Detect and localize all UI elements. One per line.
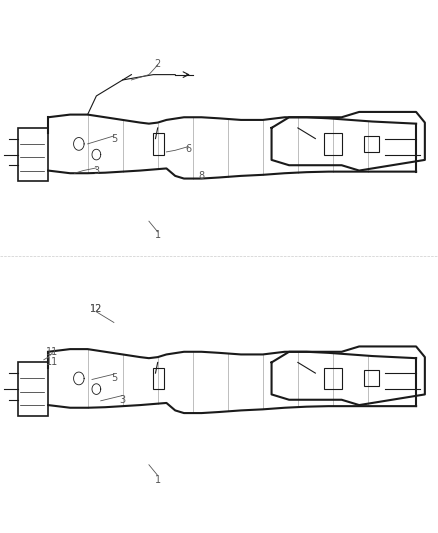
- Text: 6: 6: [185, 144, 191, 154]
- Text: 11: 11: [46, 347, 59, 357]
- Bar: [364, 370, 379, 386]
- Text: 3: 3: [93, 166, 99, 175]
- Bar: [153, 133, 164, 155]
- Text: 5: 5: [111, 134, 117, 143]
- Text: 5: 5: [111, 374, 117, 383]
- Bar: [364, 136, 379, 152]
- Text: 12: 12: [90, 304, 102, 314]
- Text: 8: 8: [198, 171, 205, 181]
- Text: 1: 1: [155, 475, 161, 484]
- Bar: [153, 368, 164, 389]
- Bar: [324, 133, 342, 155]
- Text: 12: 12: [90, 304, 102, 314]
- Text: 2: 2: [155, 59, 161, 69]
- Text: 11: 11: [46, 358, 59, 367]
- Bar: [18, 128, 48, 181]
- Bar: [18, 362, 48, 416]
- Text: 1: 1: [155, 230, 161, 239]
- Text: 3: 3: [120, 395, 126, 405]
- Bar: [324, 368, 342, 389]
